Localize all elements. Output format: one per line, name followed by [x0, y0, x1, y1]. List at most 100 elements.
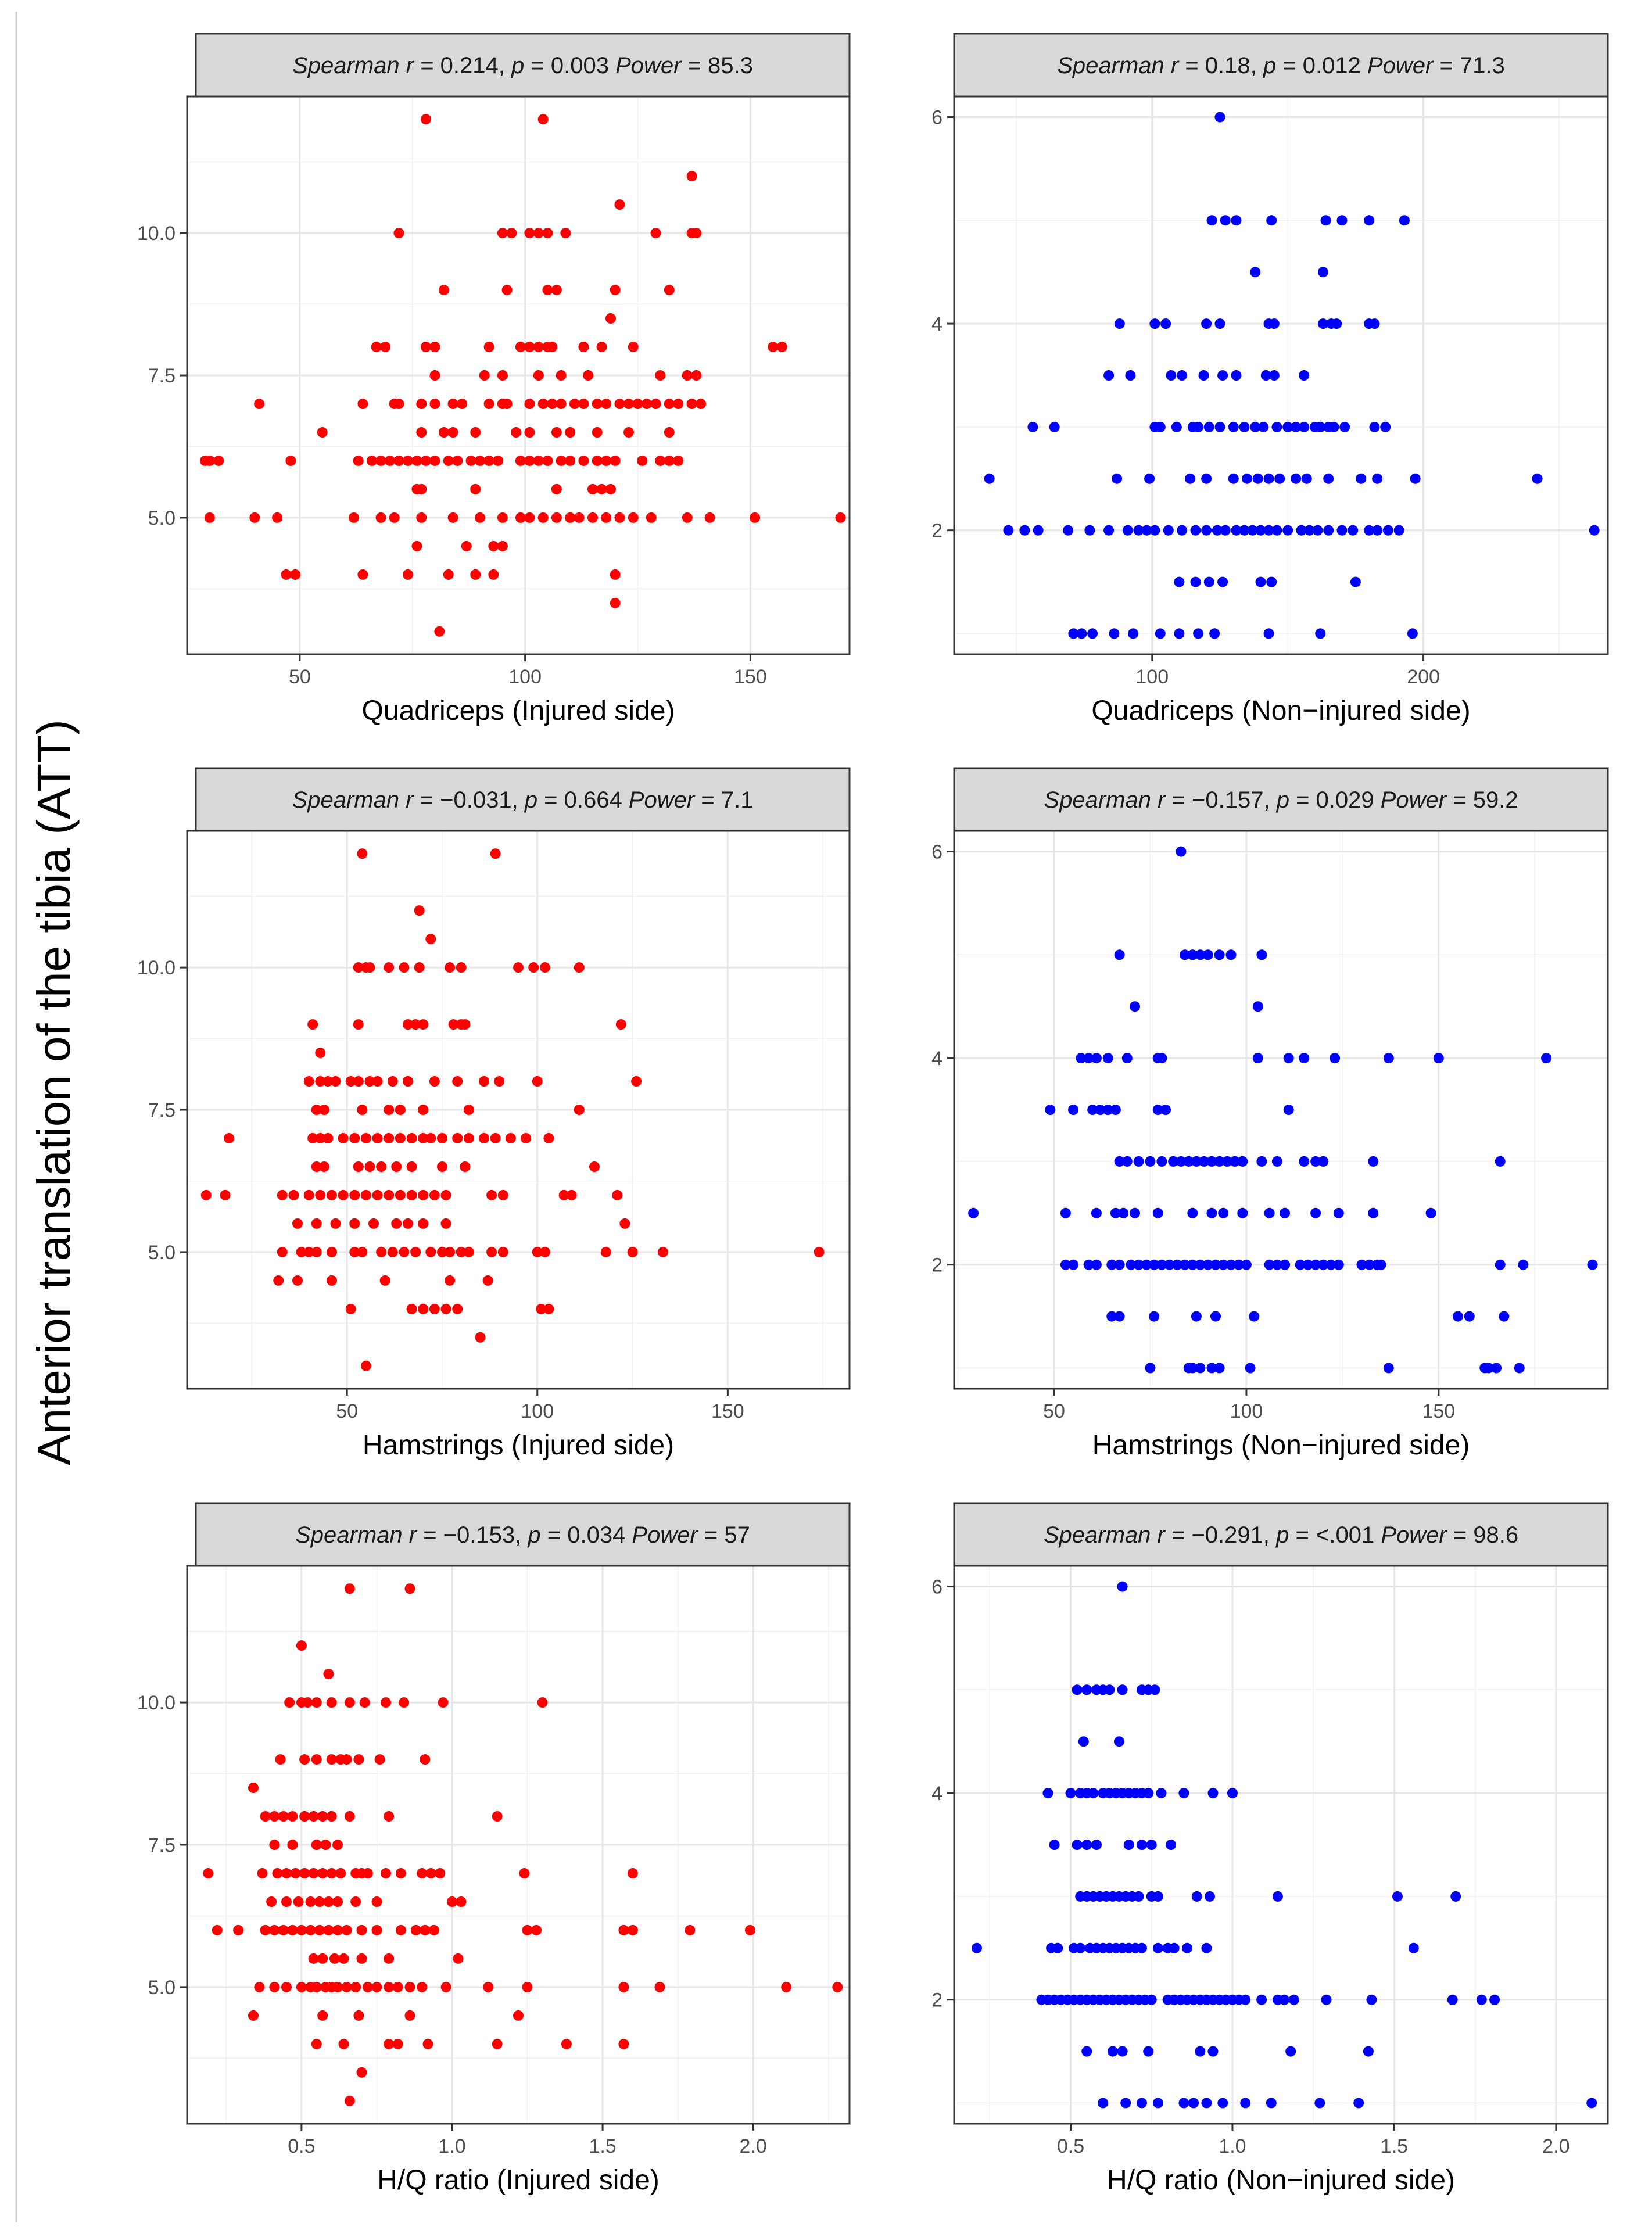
stat-prefix: Spearman: [292, 53, 406, 78]
data-point: [1201, 525, 1212, 536]
data-point: [460, 1019, 471, 1030]
data-point: [1083, 1259, 1094, 1270]
stat-p-value: = 0.003: [524, 53, 615, 78]
data-point: [357, 1105, 368, 1115]
gridlines: [187, 831, 850, 1389]
data-point: [627, 1246, 638, 1257]
data-point: [1315, 421, 1326, 432]
data-point: [1237, 1156, 1248, 1167]
y-tick-label: 7.5: [148, 1834, 175, 1856]
data-point: [543, 1303, 554, 1314]
data-point: [1218, 1259, 1229, 1270]
data-point: [1239, 421, 1250, 432]
data-point: [389, 512, 400, 523]
data-point: [1187, 1363, 1198, 1374]
data-point: [296, 1924, 307, 1935]
data-point: [384, 1189, 395, 1200]
data-point: [341, 1981, 352, 1992]
data-point: [335, 1868, 346, 1878]
data-point: [558, 1189, 569, 1200]
data-point: [1091, 1053, 1102, 1064]
data-point: [308, 1953, 319, 1964]
data-point: [1271, 525, 1282, 536]
data-point: [1068, 1259, 1079, 1270]
data-point: [1121, 1053, 1133, 1064]
data-point: [610, 285, 621, 296]
data-point: [1256, 1156, 1267, 1167]
data-point: [1176, 846, 1187, 857]
data-point: [296, 1640, 307, 1651]
data-point: [411, 540, 422, 551]
data-point: [1146, 1840, 1157, 1850]
stat-power-label: Power: [1367, 53, 1434, 78]
data-point: [1178, 1788, 1189, 1799]
data-point: [379, 1275, 390, 1286]
data-point: [418, 1303, 429, 1314]
data-point: [338, 1953, 349, 1964]
data-point: [429, 370, 440, 381]
data-point: [1060, 1207, 1071, 1218]
data-point: [1288, 1994, 1299, 2005]
data-point: [565, 512, 576, 523]
data-point: [533, 228, 544, 239]
panel-6: Spearman r = −0.291, p = <.001 Power = 9…: [931, 1502, 1609, 2196]
data-point: [429, 1076, 440, 1087]
data-point: [566, 1189, 577, 1200]
data-point: [233, 1924, 244, 1935]
data-point: [315, 1048, 326, 1058]
data-point: [479, 370, 490, 381]
data-point: [1304, 525, 1315, 536]
data-point: [972, 1942, 982, 1953]
data-point: [1252, 1053, 1263, 1064]
data-point: [1209, 628, 1220, 639]
data-point: [368, 1218, 379, 1229]
data-point: [968, 1207, 979, 1218]
x-tick-label: 100: [1230, 1400, 1263, 1422]
x-tick-label: 100: [1135, 666, 1169, 688]
data-point: [1164, 1259, 1175, 1270]
data-point: [1187, 1259, 1198, 1270]
data-point: [601, 512, 612, 523]
data-point: [318, 1105, 329, 1115]
x-tick-label: 1.5: [1381, 2135, 1408, 2157]
data-point: [284, 1697, 295, 1708]
data-point: [1149, 1311, 1160, 1322]
data-point: [403, 1218, 413, 1229]
data-point: [470, 569, 481, 580]
data-point: [453, 1953, 464, 1964]
data-point: [200, 1189, 212, 1200]
data-point: [1180, 1259, 1191, 1270]
data-point: [511, 427, 522, 438]
y-tick-label: 4: [931, 1783, 943, 1805]
data-point: [1364, 215, 1375, 226]
data-point: [650, 228, 661, 239]
data-point: [542, 228, 553, 239]
stat-p-value: = 0.029: [1289, 787, 1381, 813]
data-point: [1214, 318, 1225, 329]
data-point: [429, 342, 440, 352]
x-tick-label: 50: [336, 1400, 358, 1422]
data-point: [1356, 473, 1367, 484]
data-point: [406, 1189, 417, 1200]
x-tick-label: 150: [734, 666, 767, 688]
data-point: [277, 1189, 288, 1200]
data-point: [1081, 1840, 1092, 1850]
data-point: [601, 399, 612, 409]
data-point: [1087, 628, 1098, 639]
data-point: [524, 228, 535, 239]
data-point: [429, 1303, 440, 1314]
data-point: [1483, 1363, 1494, 1374]
data-point: [345, 1303, 356, 1314]
data-point: [522, 1924, 533, 1935]
data-point: [399, 962, 410, 973]
data-point: [1586, 2098, 1597, 2109]
data-point: [1268, 370, 1280, 381]
data-point: [1464, 1311, 1475, 1322]
stat-power-value: = 59.2: [1446, 787, 1518, 813]
data-point: [1117, 1684, 1128, 1695]
data-point: [1110, 1207, 1121, 1218]
stat-r-value: = 0.214,: [414, 53, 511, 78]
data-point: [1285, 2046, 1296, 2057]
data-point: [1250, 267, 1261, 278]
gridlines: [954, 96, 1608, 654]
